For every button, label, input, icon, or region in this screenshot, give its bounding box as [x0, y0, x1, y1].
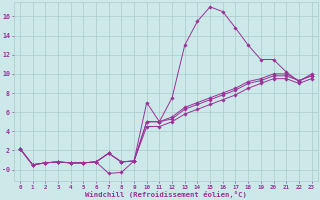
X-axis label: Windchill (Refroidissement éolien,°C): Windchill (Refroidissement éolien,°C) — [85, 191, 247, 198]
